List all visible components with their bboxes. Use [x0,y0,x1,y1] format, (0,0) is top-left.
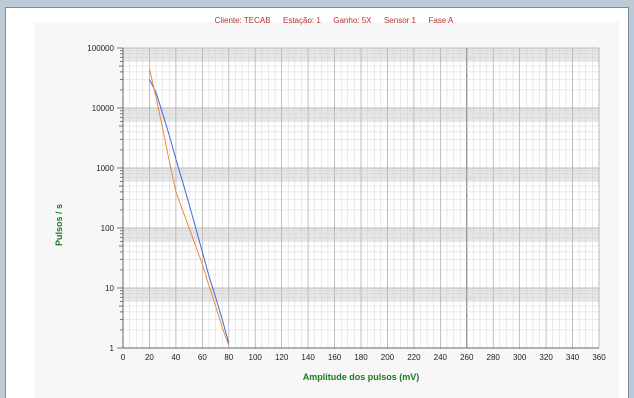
series-line-1 [148,79,230,344]
chart-title: Cliente: TECAB Estação: 1 Ganho: 5X Sens… [215,10,454,27]
y-tick-label: 100 [101,224,115,233]
y-axis-label: Pulsos / s [54,204,64,246]
x-tick-label: 240 [434,353,448,362]
y-tick-label: 1000 [96,164,114,173]
y-tick-label: 10000 [92,104,115,113]
x-tick-label: 360 [592,353,606,362]
title-sensor: Sensor 1 [384,16,417,25]
x-tick-label: 140 [301,353,315,362]
chart: Cliente: TECAB Estação: 1 Ganho: 5X Sens… [34,10,619,398]
x-tick-label: 300 [513,353,527,362]
x-tick-label: 200 [381,353,395,362]
title-fase: Fase A [428,16,454,25]
x-tick-label: 20 [145,353,154,362]
x-tick-label: 280 [487,353,501,362]
chart-frame: Cliente: TECAB Estação: 1 Ganho: 5X Sens… [5,7,629,398]
x-tick-label: 180 [354,353,368,362]
x-tick-label: 80 [224,353,233,362]
x-tick-label: 160 [328,353,342,362]
x-tick-label: 220 [407,353,421,362]
y-tick-label: 1 [110,344,115,353]
x-axis-label: Amplitude dos pulsos (mV) [303,372,420,382]
x-tick-label: 320 [539,353,553,362]
x-tick-label: 40 [171,353,180,362]
y-tick-label: 100000 [87,44,114,53]
x-tick-label: 340 [566,353,580,362]
title-cliente: Cliente: TECAB [215,16,271,25]
title-estacao: Estação: 1 [283,16,321,25]
title-ganho: Ganho: 5X [333,16,372,25]
y-tick-label: 10 [105,284,114,293]
x-tick-label: 60 [198,353,207,362]
x-tick-label: 0 [121,353,126,362]
series-line-2 [148,68,230,346]
x-tick-label: 120 [275,353,289,362]
x-tick-label: 260 [460,353,474,362]
x-tick-label: 100 [249,353,263,362]
